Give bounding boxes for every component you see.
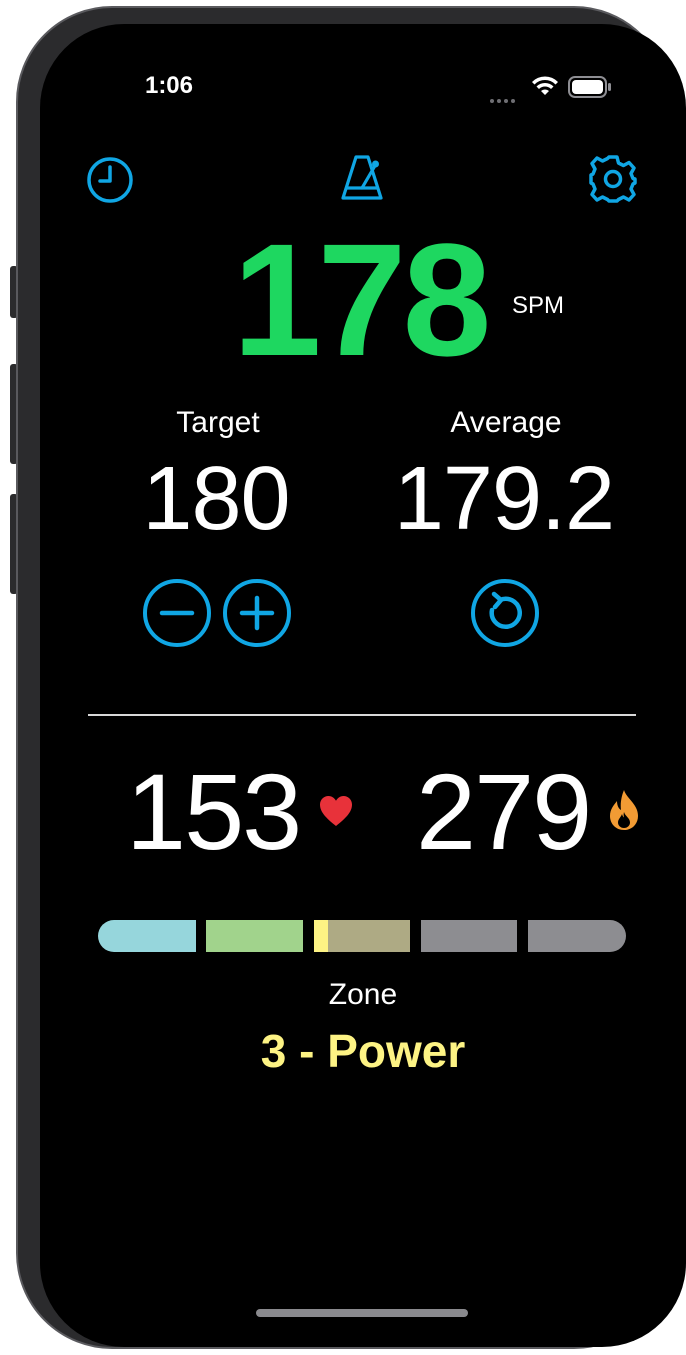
zone-segment-1 <box>98 920 196 952</box>
zone-label: Zone <box>328 978 398 1011</box>
current-zone-marker <box>314 920 328 952</box>
volume-up-button <box>10 364 18 464</box>
metronome-icon[interactable] <box>336 152 388 204</box>
cadence-value: 178 <box>232 210 492 389</box>
zone-name: 3 - Power <box>260 1025 466 1077</box>
average-value: 179.2 <box>393 449 615 549</box>
zone-segment-3 <box>314 920 410 952</box>
battery-icon <box>568 76 611 98</box>
heart-rate-zone-bar <box>98 920 626 952</box>
gear-icon[interactable] <box>588 154 638 204</box>
volume-down-button <box>10 494 18 594</box>
decrease-target-button[interactable] <box>142 578 212 648</box>
increase-target-button[interactable] <box>222 578 292 648</box>
reset-average-button[interactable] <box>470 578 540 648</box>
heart-rate-value: 153 <box>126 751 302 872</box>
section-divider <box>88 714 636 716</box>
target-value: 180 <box>142 449 290 549</box>
zone-segment-2 <box>206 920 303 952</box>
cellular-signal-icon <box>490 90 518 108</box>
wifi-icon <box>532 76 558 95</box>
mute-switch <box>10 266 18 318</box>
heart-icon <box>320 796 352 826</box>
clock-icon[interactable] <box>86 156 134 204</box>
target-label: Target <box>176 406 260 439</box>
status-time: 1:06 <box>144 72 194 99</box>
cadence-unit: SPM <box>512 292 565 319</box>
phone-frame: 1:06 <box>16 6 686 1349</box>
zone-segment-4 <box>421 920 517 952</box>
flame-icon <box>610 790 638 830</box>
average-label: Average <box>450 406 562 439</box>
zone-segment-5 <box>528 920 626 952</box>
calories-value: 279 <box>416 751 592 872</box>
app-screen: 1:06 <box>40 24 686 1347</box>
home-indicator[interactable] <box>256 1309 468 1317</box>
